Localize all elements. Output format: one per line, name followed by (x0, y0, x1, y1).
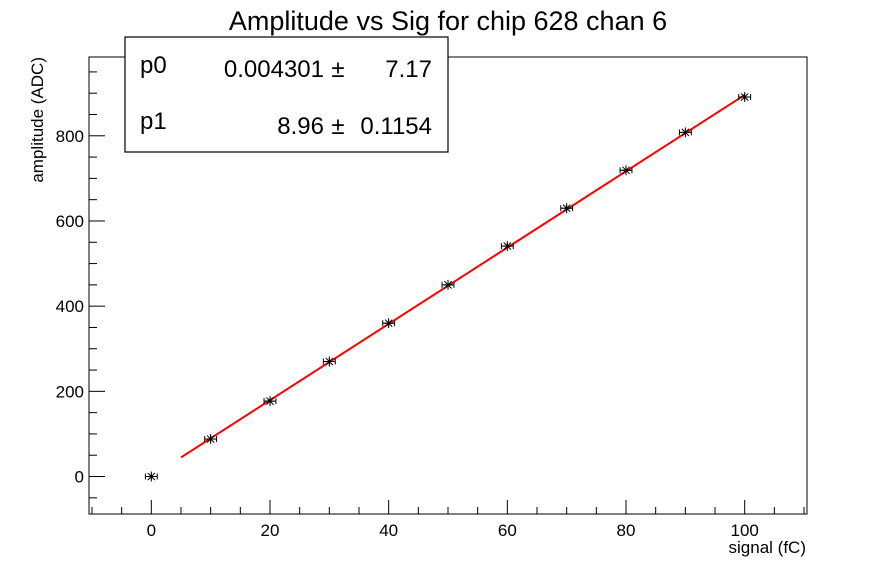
data-point (678, 127, 692, 138)
stats-p1-pm: ± (331, 113, 344, 140)
x-tick-label: 20 (261, 521, 280, 540)
axis-ticks: 0 20 40 60 80 100 0 200 400 600 800 (56, 71, 805, 540)
marker-stroke (147, 472, 156, 481)
y-axis-label: amplitude (ADC) (28, 57, 47, 183)
y-tick-label: 800 (56, 127, 84, 146)
x-tick-label: 0 (147, 521, 156, 540)
data-point (619, 165, 633, 176)
fit-stats-box: p0 0.004301 ± 7.17 p1 8.96 ± 0.1154 (124, 36, 449, 153)
data-point (263, 396, 277, 407)
data-points (144, 92, 752, 482)
x-tick-label: 40 (379, 521, 398, 540)
marker-stroke (444, 280, 452, 289)
stats-p0-value: 0.004301 (224, 56, 324, 83)
x-tick-label: 100 (731, 521, 759, 540)
y-tick-label: 0 (75, 468, 84, 487)
x-tick-label: 60 (498, 521, 517, 540)
data-point (322, 356, 336, 367)
data-point (144, 471, 158, 482)
marker-stroke (384, 319, 393, 328)
data-point (382, 318, 396, 329)
data-point (204, 434, 218, 445)
marker-stroke (325, 357, 334, 366)
marker-stroke (503, 242, 512, 251)
chart-title: Amplitude vs Sig for chip 628 chan 6 (229, 6, 667, 36)
data-point (441, 279, 455, 290)
marker-stroke (681, 128, 690, 137)
stats-p1-name: p1 (140, 108, 167, 135)
stats-box-frame (124, 36, 449, 153)
stats-p0-pm: ± (331, 56, 344, 83)
y-tick-label: 200 (56, 382, 84, 401)
data-point (738, 92, 752, 103)
y-tick-label: 400 (56, 297, 84, 316)
data-point (560, 203, 574, 214)
marker-stroke (622, 166, 630, 175)
data-point (500, 241, 514, 252)
stats-p1-error: 0.1154 (360, 113, 432, 140)
x-axis-label: signal (fC) (729, 538, 806, 557)
marker-stroke (206, 435, 215, 443)
marker-stroke (266, 397, 274, 406)
y-tick-label: 600 (56, 212, 84, 231)
marker-stroke (740, 93, 749, 101)
stats-p1-value: 8.96 (277, 113, 324, 140)
fit-layer (180, 94, 746, 459)
fit-line (180, 94, 746, 459)
stats-p0-name: p0 (140, 52, 167, 79)
x-tick-label: 80 (617, 521, 636, 540)
stats-p0-error: 7.17 (385, 56, 432, 83)
marker-stroke (562, 204, 571, 213)
